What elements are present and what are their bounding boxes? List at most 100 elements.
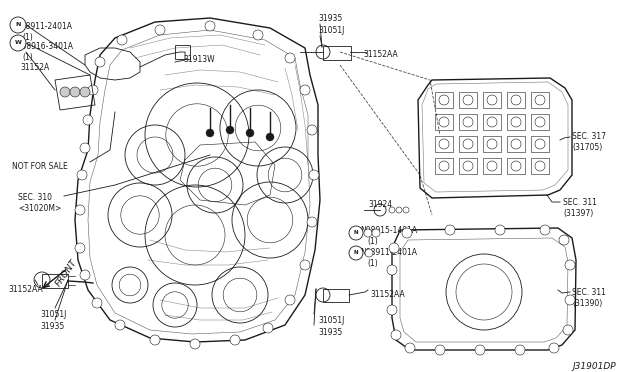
Text: (1): (1) [367, 237, 378, 246]
Text: <31020M>: <31020M> [18, 204, 61, 213]
Text: N: N [354, 250, 358, 256]
Text: SEC. 311: SEC. 311 [563, 198, 597, 207]
Bar [323, 46, 351, 60]
Text: N08915-1401A: N08915-1401A [360, 226, 417, 235]
Text: 31152AA: 31152AA [370, 290, 404, 299]
Circle shape [70, 87, 80, 97]
Circle shape [150, 335, 160, 345]
Circle shape [230, 335, 240, 345]
Circle shape [300, 85, 310, 95]
Circle shape [559, 235, 569, 245]
Circle shape [83, 115, 93, 125]
Text: J31901DP: J31901DP [572, 362, 616, 371]
Bar [435, 158, 453, 174]
Circle shape [364, 229, 372, 237]
Circle shape [309, 170, 319, 180]
Circle shape [80, 87, 90, 97]
Circle shape [387, 305, 397, 315]
Circle shape [549, 343, 559, 353]
Bar [435, 136, 453, 152]
Circle shape [402, 228, 412, 238]
Bar [507, 136, 525, 152]
Circle shape [435, 345, 445, 355]
Circle shape [155, 25, 165, 35]
Circle shape [391, 330, 401, 340]
Circle shape [253, 30, 263, 40]
Text: FRONT: FRONT [54, 258, 79, 288]
Circle shape [372, 229, 380, 237]
Bar [459, 114, 477, 130]
Text: N: N [354, 231, 358, 235]
Bar [42, 274, 68, 288]
Text: 31935: 31935 [318, 14, 342, 23]
Text: 31051J: 31051J [318, 316, 344, 325]
Text: (1): (1) [22, 53, 33, 62]
Text: (31390): (31390) [572, 299, 602, 308]
Text: (31397): (31397) [563, 209, 593, 218]
Text: 31051J: 31051J [318, 26, 344, 35]
Circle shape [540, 225, 550, 235]
Circle shape [349, 226, 363, 240]
Text: 31051J: 31051J [40, 310, 67, 319]
Circle shape [115, 320, 125, 330]
Bar [175, 45, 190, 59]
Circle shape [307, 125, 317, 135]
Circle shape [10, 17, 26, 33]
Circle shape [285, 295, 295, 305]
Circle shape [307, 217, 317, 227]
Bar [507, 92, 525, 108]
Circle shape [565, 295, 575, 305]
Circle shape [92, 298, 102, 308]
Circle shape [387, 265, 397, 275]
Bar [323, 289, 349, 302]
Circle shape [263, 323, 273, 333]
Circle shape [226, 126, 234, 134]
Circle shape [266, 133, 274, 141]
Text: 31935: 31935 [40, 322, 64, 331]
Circle shape [389, 243, 399, 253]
Text: 31152AA: 31152AA [8, 285, 43, 294]
Circle shape [515, 345, 525, 355]
Text: SEC. 317: SEC. 317 [572, 132, 606, 141]
Circle shape [10, 35, 26, 51]
Circle shape [80, 270, 90, 280]
Bar [483, 114, 501, 130]
Circle shape [75, 243, 85, 253]
Circle shape [80, 143, 90, 153]
Circle shape [349, 246, 363, 260]
Text: (1): (1) [22, 33, 33, 42]
Circle shape [495, 225, 505, 235]
Text: 31935: 31935 [318, 328, 342, 337]
Text: SEC. 311: SEC. 311 [572, 288, 606, 297]
Text: 31913W: 31913W [183, 55, 214, 64]
Bar [483, 136, 501, 152]
Circle shape [246, 129, 254, 137]
Circle shape [405, 343, 415, 353]
Text: W: W [15, 41, 21, 45]
Bar [531, 158, 549, 174]
Text: 31924: 31924 [368, 200, 392, 209]
Bar [531, 136, 549, 152]
Text: W08916-3401A: W08916-3401A [15, 42, 74, 51]
Circle shape [300, 260, 310, 270]
Bar [507, 114, 525, 130]
Text: NOT FOR SALE: NOT FOR SALE [12, 162, 68, 171]
Text: N08911-2401A: N08911-2401A [15, 22, 72, 31]
Bar [435, 92, 453, 108]
Bar [435, 114, 453, 130]
Circle shape [205, 21, 215, 31]
Bar [459, 136, 477, 152]
Circle shape [117, 35, 127, 45]
Text: (1): (1) [367, 259, 378, 268]
Text: N: N [15, 22, 20, 28]
Circle shape [563, 325, 573, 335]
Bar [531, 114, 549, 130]
Circle shape [77, 170, 87, 180]
Circle shape [475, 345, 485, 355]
Circle shape [365, 249, 373, 257]
Circle shape [206, 129, 214, 137]
Text: (31705): (31705) [572, 143, 602, 152]
Circle shape [95, 57, 105, 67]
Bar [459, 158, 477, 174]
Bar [531, 92, 549, 108]
